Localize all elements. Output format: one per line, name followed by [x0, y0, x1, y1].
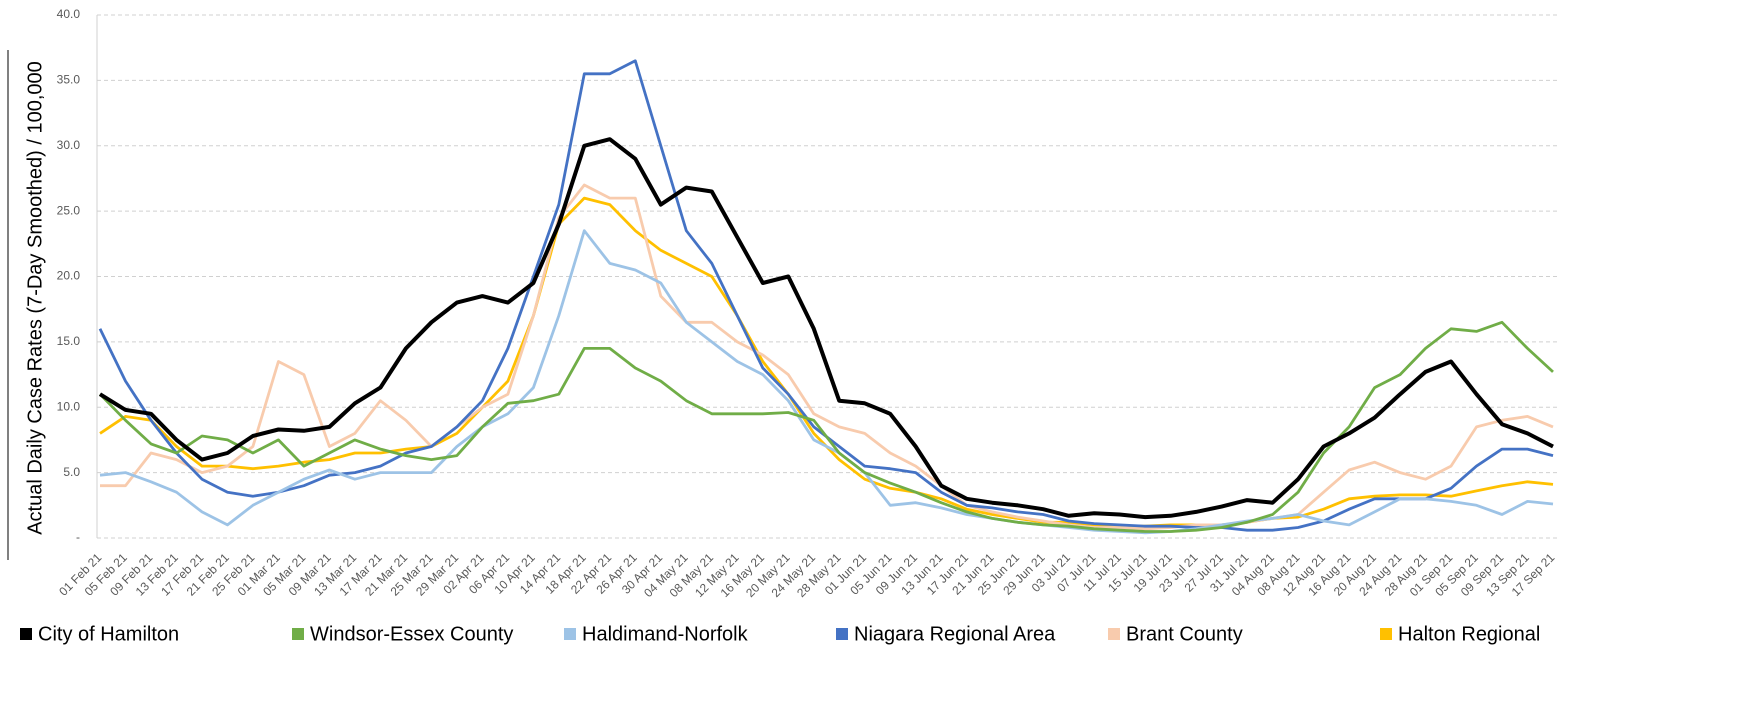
legend-swatch	[836, 628, 848, 640]
legend-label: Windsor-Essex County	[310, 623, 513, 645]
series-line	[98, 320, 1554, 533]
y-tick-label: 25.0	[57, 203, 81, 217]
series-line	[98, 137, 1554, 520]
legend-label: Halton Regional	[1398, 623, 1540, 645]
legend-label: Brant County	[1126, 623, 1243, 645]
legend-label: Haldimand-Norfolk	[582, 623, 749, 645]
series-line	[99, 229, 1554, 535]
legend-swatch	[20, 628, 32, 640]
y-axis-label: Actual Daily Case Rates (7-Day Smoothed)…	[24, 61, 46, 535]
legend-swatch	[292, 628, 304, 640]
y-tick-label: 40.0	[57, 7, 81, 21]
y-tick-label: 10.0	[57, 399, 81, 413]
y-tick-label: -	[76, 530, 80, 544]
legend-label: Niagara Regional Area	[854, 623, 1056, 645]
legend-swatch	[1108, 628, 1120, 640]
legend-swatch	[1380, 628, 1392, 640]
y-tick-label: 20.0	[57, 269, 81, 283]
series-line	[100, 183, 1554, 531]
legend-swatch	[564, 628, 576, 640]
y-tick-label: 5.0	[63, 465, 80, 479]
y-tick-label: 35.0	[57, 73, 81, 87]
legend-label: City of Hamilton	[38, 623, 179, 645]
y-tick-label: 15.0	[57, 334, 81, 348]
y-tick-label: 30.0	[57, 138, 81, 152]
